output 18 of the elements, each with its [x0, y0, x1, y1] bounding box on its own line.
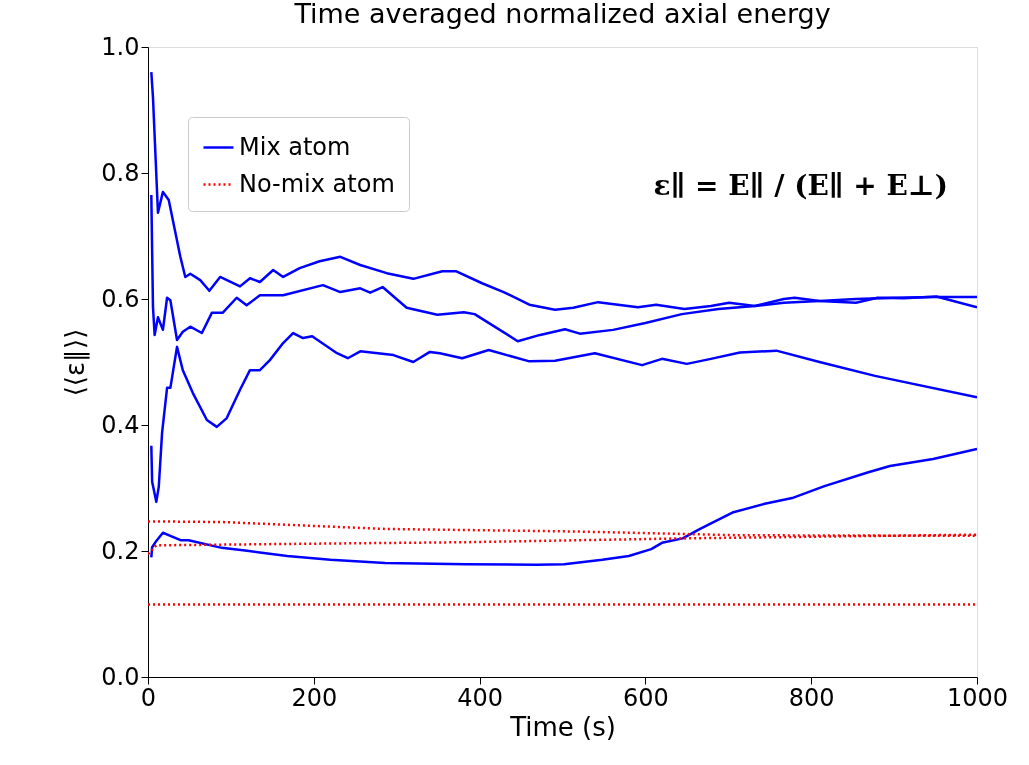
- y-tick-label: 0.0: [101, 662, 140, 691]
- x-tick-label: 400: [457, 683, 504, 712]
- chart-title: Time averaged normalized axial energy: [293, 0, 831, 29]
- y-tick-label: 0.4: [101, 410, 140, 439]
- y-tick-label: 0.8: [101, 158, 140, 187]
- x-tick-label: 0: [140, 683, 157, 712]
- x-tick-label: 800: [788, 683, 835, 712]
- x-axis-title: Time (s): [509, 711, 616, 742]
- y-tick-label: 0.6: [101, 284, 140, 313]
- y-tick-label: 1.0: [101, 32, 140, 61]
- annotation: ε∥ = E∥ / (E∥ + E⊥): [653, 169, 948, 202]
- y-tick-label: 0.2: [101, 536, 140, 565]
- x-tick-label: 600: [622, 683, 669, 712]
- legend-label: Mix atom: [239, 132, 351, 161]
- legend-label: No-mix atom: [239, 169, 395, 198]
- x-tick-label: 200: [291, 683, 338, 712]
- y-axis-title: ⟨⟨ε∥⟩⟩: [60, 328, 91, 397]
- x-tick-label: 1000: [946, 683, 1009, 712]
